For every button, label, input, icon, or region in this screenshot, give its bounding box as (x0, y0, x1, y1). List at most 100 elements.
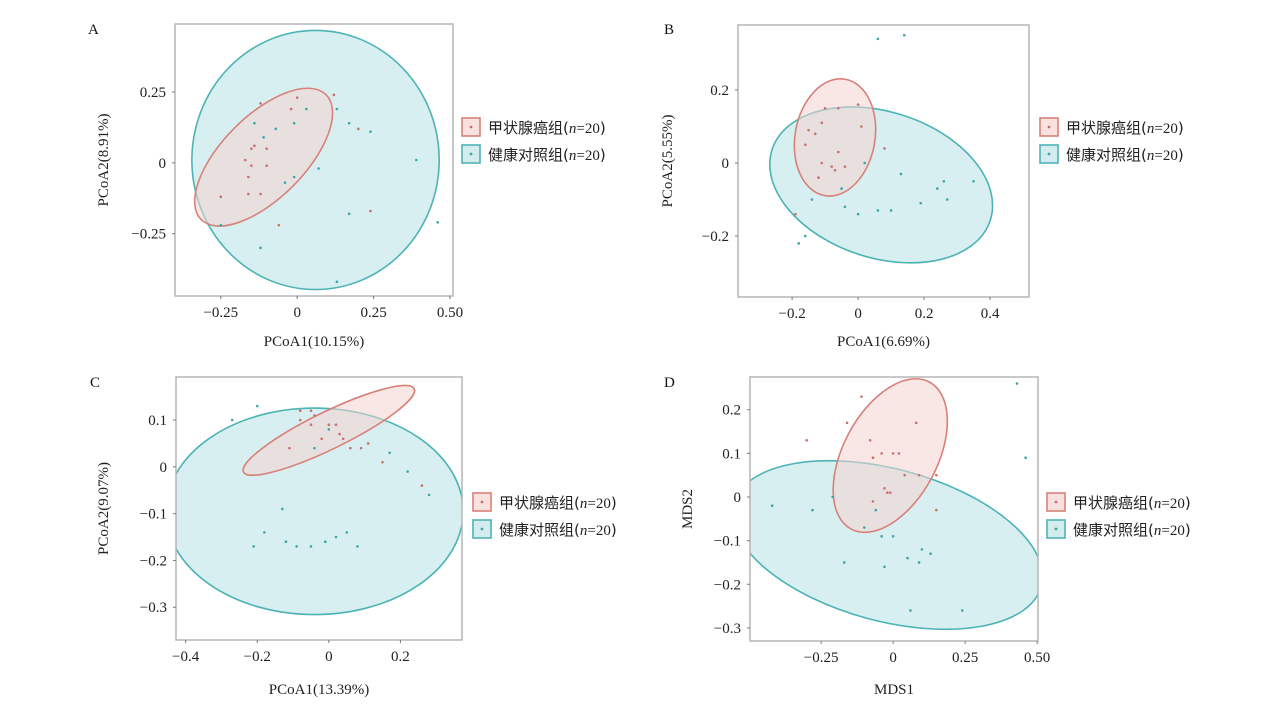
legend-open-paren: ( (574, 494, 580, 512)
control-point (889, 209, 893, 212)
cancer-point (243, 158, 247, 162)
x-tick-label: 0.50 (1024, 650, 1050, 666)
legend-close-paren: ) (600, 119, 606, 137)
legend-n-label: n (1147, 148, 1155, 164)
control-point (920, 548, 924, 551)
y-tick-label: −0.1 (140, 507, 167, 523)
panel-d: D −0.25 0 0.25 0.50 −0.3 −0.2 −0.1 0 0.1 0.2 MDS1 MD… (664, 375, 1191, 698)
control-point (891, 534, 895, 538)
cancer-point (805, 438, 809, 442)
cancer-ellipse (793, 78, 877, 197)
cancer-point (794, 212, 797, 216)
cancer-point (914, 421, 918, 425)
panel-a: A −0.25 0 0.25 0.50 −0.25 0 0.25 PCoA1(10.15%) PC… (88, 22, 606, 350)
cancer-point (250, 147, 253, 150)
x-axis-title: MDS1 (874, 682, 914, 698)
control-point (1015, 382, 1019, 385)
plot-area (176, 384, 462, 616)
control-point (919, 201, 923, 205)
control-point (804, 234, 807, 238)
cancer-point (880, 452, 883, 455)
control-point (876, 37, 880, 41)
x-tick-label: 0 (854, 306, 862, 322)
cancer-point (823, 106, 827, 110)
control-point (436, 221, 440, 224)
panel-letter: B (664, 22, 674, 38)
legend-key-dot (1054, 500, 1058, 504)
legend-close-paren: ) (1178, 146, 1184, 164)
cancer-point (897, 452, 901, 455)
cancer-point (883, 147, 886, 150)
cancer-point (813, 132, 817, 136)
cancer-point (369, 209, 372, 213)
control-point (945, 198, 949, 201)
control-point (252, 545, 255, 548)
cancer-point (332, 93, 336, 97)
y-tick-label: −0.2 (140, 553, 167, 569)
cancer-point (219, 195, 223, 199)
control-point (284, 540, 288, 544)
cancer-point (253, 144, 256, 148)
legend-key-dot (1054, 527, 1058, 531)
cancer-point (356, 127, 360, 131)
legend-n-value: =20 (587, 496, 610, 512)
cancer-point (341, 437, 345, 441)
control-point (356, 545, 359, 548)
x-tick-label: 0 (325, 649, 333, 665)
legend-item-cancer: 甲状腺癌组(n=20) (1039, 117, 1184, 137)
cancer-point (338, 432, 341, 436)
control-point (369, 130, 372, 133)
panel-letter: D (664, 375, 675, 391)
control-point (334, 535, 338, 539)
cancer-point (804, 143, 807, 147)
legend-group-name: 健康对照组 (499, 521, 574, 539)
y-tick-label: −0.1 (714, 534, 741, 550)
legend-n-label: n (569, 148, 577, 164)
control-point (842, 561, 846, 564)
control-point (309, 545, 313, 548)
plot-frame (749, 376, 1039, 642)
y-tick-label: −0.2 (702, 229, 729, 245)
control-point (255, 404, 259, 408)
legend-n-label: n (580, 496, 588, 512)
cancer-point (247, 175, 250, 179)
cancer-point (860, 125, 863, 128)
control-point (874, 508, 878, 512)
legend-n-value: =20 (1161, 496, 1184, 512)
control-point (810, 198, 814, 201)
legend-key-dot (469, 152, 473, 156)
cancer-point (349, 446, 352, 450)
control-point (283, 181, 287, 184)
legend-open-paren: ( (574, 521, 580, 539)
control-point (876, 209, 880, 212)
control-point (230, 418, 234, 422)
cancer-point (903, 473, 906, 477)
control-point (863, 526, 866, 529)
x-tick-label: 0.25 (952, 650, 978, 666)
y-axis-title: PCoA2(9.07%) (96, 462, 112, 555)
panel-b: B −0.2 0 0.2 0.4 −0.2 0 0.2 PCoA1(6.69%) PCoA2(5.… (660, 22, 1184, 350)
legend-open-paren: ( (1141, 146, 1147, 164)
legend-open-paren: ( (1141, 119, 1147, 137)
cancer-point (298, 418, 302, 422)
legend-label: 甲状腺癌组(n=20) (1066, 119, 1184, 137)
legend-key-dot (469, 125, 473, 129)
x-tick-label: −0.25 (203, 305, 238, 321)
control-point (856, 212, 860, 216)
cancer-point (359, 446, 363, 450)
cancer-point (891, 452, 895, 455)
control-point (960, 609, 964, 612)
cancer-point (935, 508, 938, 512)
x-tick-label: 0.50 (437, 305, 463, 321)
y-tick-label: −0.3 (140, 600, 167, 616)
legend-close-paren: ) (1185, 494, 1191, 512)
legend-n-label: n (1147, 121, 1155, 137)
legend-item-control: 健康对照组(n=20) (472, 519, 617, 539)
control-point (935, 187, 939, 190)
x-tick-label: −0.25 (804, 650, 839, 666)
y-tick-label: 0 (160, 460, 168, 476)
legend-label: 健康对照组(n=20) (1066, 146, 1184, 164)
control-point (899, 172, 903, 176)
legend-group-name: 甲状腺癌组 (488, 119, 563, 137)
x-tick-label: 0.2 (915, 306, 934, 322)
